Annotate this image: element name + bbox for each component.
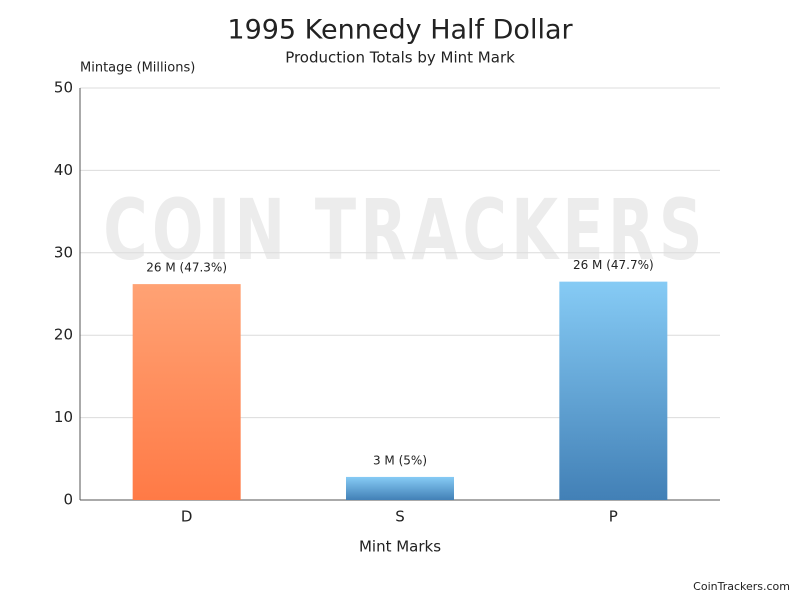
data-label: 26 M (47.3%) <box>146 261 227 275</box>
x-tick-label: P <box>609 508 618 526</box>
x-tick-label: S <box>395 508 405 526</box>
x-axis-label: Mint Marks <box>359 538 441 556</box>
footer: CoinTrackers.com <box>693 580 790 593</box>
bar <box>559 281 668 500</box>
y-tick-label: 40 <box>54 161 73 179</box>
x-tick-label: D <box>181 508 193 526</box>
y-tick-label: 10 <box>54 408 73 426</box>
y-tick-label: 50 <box>54 79 73 97</box>
data-label: 26 M (47.7%) <box>573 258 654 272</box>
data-label: 3 M (5%) <box>373 453 427 467</box>
bar <box>346 476 454 500</box>
y-tick-label: 20 <box>54 326 73 344</box>
y-axis-label: Mintage (Millions) <box>80 61 195 76</box>
y-tick-label: 0 <box>63 491 73 509</box>
watermark: COIN TRACKERS <box>103 182 706 280</box>
y-tick-label: 30 <box>54 243 73 261</box>
chart-subtitle: Production Totals by Mint Mark <box>285 49 515 67</box>
bar <box>132 284 241 500</box>
chart-title: 1995 Kennedy Half Dollar <box>227 15 573 46</box>
